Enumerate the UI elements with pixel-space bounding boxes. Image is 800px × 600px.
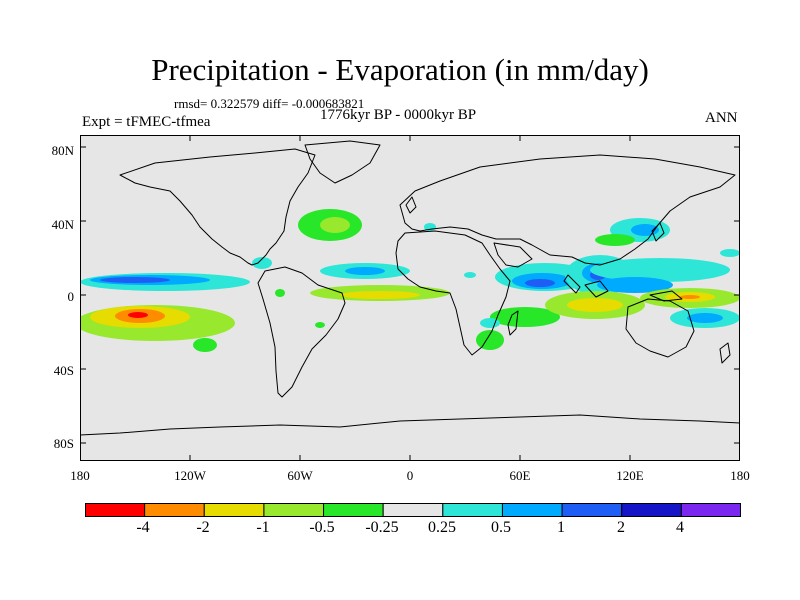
colorbar-cell (203, 503, 265, 517)
coast-new-guinea (649, 290, 683, 302)
coast-arabia (493, 242, 533, 268)
colorbar-cell (621, 503, 682, 517)
season-label: ANN (705, 110, 738, 126)
contour-southern-africa (476, 330, 504, 350)
contour-south-pacific-tail (193, 338, 217, 352)
period-label: 1776kyr BP - 0000kyr BP (320, 107, 477, 123)
colorbar-cell (442, 503, 503, 517)
coast-eurasia (399, 154, 736, 266)
anomaly-contours (80, 209, 740, 352)
contour-east-asia (595, 234, 635, 246)
colorbar-cell (501, 503, 563, 517)
coast-africa (395, 230, 511, 356)
colorbar-label: 1 (557, 519, 565, 536)
coast-borneo (584, 280, 609, 298)
contour-atlantic-north-core (345, 267, 385, 275)
colorbar-cell (323, 503, 384, 517)
coast-antarctica (80, 414, 740, 436)
coast-uk (405, 196, 417, 214)
coast-sumatra (563, 274, 581, 294)
contour-west-pacific-core (597, 277, 673, 293)
contour-south-indian (490, 307, 560, 327)
contour-indonesia-core (567, 298, 623, 312)
coast-japan (651, 222, 665, 242)
lat-label-80n: 80N (51, 143, 74, 158)
coastlines (80, 140, 740, 436)
colorbar-cell (561, 503, 623, 517)
lon-label-120e: 120E (616, 468, 644, 483)
colorbar-label: -0.5 (309, 519, 335, 536)
colorbar-label: -4 (136, 519, 150, 536)
contour-north-atlantic-core (320, 217, 350, 233)
contour-west-pacific-band (590, 258, 730, 282)
colorbar-label: -0.25 (365, 519, 399, 536)
lat-label-40s: 40S (53, 363, 74, 378)
colorbar (85, 503, 741, 517)
lon-label-120w: 120W (174, 468, 206, 483)
precip-evap-map (80, 135, 740, 461)
coast-south-america (257, 266, 346, 398)
map-ticks (80, 135, 740, 461)
colorbar-label: -1 (256, 519, 270, 536)
colorbar-label: 2 (617, 519, 625, 536)
colorbar-label: 0.5 (491, 519, 511, 536)
contour-caribbean (252, 257, 272, 269)
colorbar-cell (144, 503, 205, 517)
contour-patch-africa-north (464, 272, 476, 278)
colorbar-cell (85, 503, 146, 517)
colorbar-cell (680, 503, 741, 517)
experiment-label: Expt = tFMEC-tfmea (82, 114, 211, 130)
lon-label-0: 0 (406, 468, 414, 483)
contour-atlantic-core (340, 291, 420, 299)
colorbar-cells (85, 503, 741, 517)
contour-patch-brazil (315, 322, 325, 328)
coast-new-zealand (719, 342, 731, 364)
lon-label-180e: 180 (730, 468, 750, 483)
colorbar-label: -2 (196, 519, 210, 536)
contour-south-pacific-peak (128, 312, 148, 318)
contour-spcz-core (680, 295, 700, 299)
contour-mozambique (480, 318, 500, 328)
lon-label-60e: 60E (509, 468, 531, 483)
colorbar-frame (85, 503, 741, 517)
lat-label-40n: 40N (51, 217, 74, 232)
colorbar-label: 4 (676, 519, 684, 536)
lat-label-80s: 80S (53, 436, 74, 451)
figure-title: Precipitation - Evaporation (in mm/day) (151, 52, 649, 87)
colorbar-label: 0.25 (428, 519, 456, 536)
contour-indian-core (525, 279, 555, 287)
contour-north-pacific-max (100, 277, 170, 283)
lat-label-eq: 0 (67, 289, 75, 304)
colorbar-cell (382, 503, 444, 517)
contour-south-pacific-wet-core (687, 313, 723, 323)
coast-greenland (304, 140, 381, 184)
contour-patch-pacific (275, 289, 285, 297)
lon-label-60w: 60W (287, 468, 313, 483)
lon-label-180w: 180 (70, 468, 90, 483)
stats-line: rmsd= 0.322579 diff= -0.000683821 (174, 96, 365, 111)
colorbar-cell (263, 503, 325, 517)
coast-madagascar (507, 310, 519, 336)
contour-patch-dateline (720, 249, 740, 257)
